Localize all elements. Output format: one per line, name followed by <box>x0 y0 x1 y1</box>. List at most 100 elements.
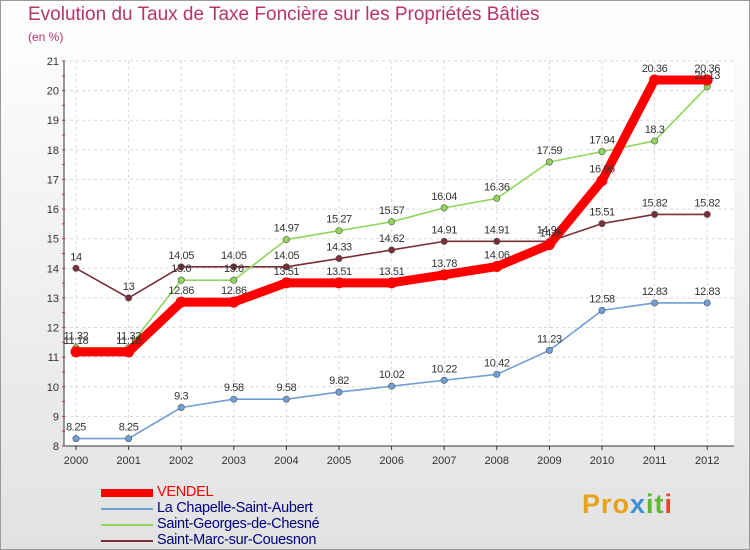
data-label: 15.57 <box>379 205 405 217</box>
data-label: 12.86 <box>221 285 247 297</box>
legend-swatch <box>101 540 153 542</box>
legend-label: VENDEL <box>157 484 214 500</box>
legend-label: La Chapelle-Saint-Aubert <box>157 500 313 516</box>
y-tick-label: 12 <box>47 323 59 335</box>
data-label: 15.82 <box>694 197 720 209</box>
data-label: 14.91 <box>431 224 457 236</box>
data-point <box>125 435 133 443</box>
data-point <box>596 175 608 187</box>
data-label: 14.8 <box>539 228 559 240</box>
chart-title: Evolution du Taux de Taxe Foncière sur l… <box>28 4 540 25</box>
plot-area <box>64 61 734 446</box>
data-label: 20.36 <box>642 63 668 75</box>
data-point <box>440 237 448 245</box>
data-point <box>440 376 448 384</box>
data-label: 12.83 <box>694 286 720 298</box>
data-point <box>491 261 503 273</box>
data-point <box>703 210 711 218</box>
logo-part: Pro <box>582 489 631 519</box>
data-label: 9.3 <box>174 391 188 403</box>
x-tick-label: 2007 <box>432 455 456 467</box>
data-label: 14.62 <box>379 233 405 245</box>
data-point <box>335 227 343 235</box>
x-tick-label: 2008 <box>485 455 509 467</box>
data-label: 16.04 <box>431 191 457 203</box>
data-point <box>649 74 661 86</box>
data-point <box>386 277 398 289</box>
data-label: 13.78 <box>431 258 457 270</box>
data-label: 9.58 <box>276 382 296 394</box>
proxiti-logo: Proxiti <box>582 489 673 520</box>
x-tick-label: 2010 <box>590 455 614 467</box>
data-label: 15.27 <box>326 214 352 226</box>
data-label: 14.05 <box>168 250 194 262</box>
data-point <box>177 403 185 411</box>
y-tick-label: 20 <box>47 86 59 98</box>
data-point <box>598 220 606 228</box>
data-label: 13.51 <box>326 266 352 278</box>
data-point <box>228 296 240 308</box>
x-tick-label: 2009 <box>537 455 561 467</box>
data-point <box>72 264 80 272</box>
x-tick-label: 2005 <box>327 455 351 467</box>
data-point <box>493 237 501 245</box>
legend-swatch <box>101 524 153 526</box>
data-label: 14.91 <box>484 224 510 236</box>
data-label: 8.25 <box>66 422 86 434</box>
data-label: 15.82 <box>642 197 668 209</box>
x-tick-label: 2003 <box>222 455 246 467</box>
data-label: 18.3 <box>645 124 665 136</box>
data-point <box>438 269 450 281</box>
data-label: 15.51 <box>589 207 615 219</box>
data-label: 14.97 <box>274 223 300 235</box>
data-label: 9.82 <box>329 375 349 387</box>
legend-swatch <box>101 489 153 497</box>
data-point <box>282 395 290 403</box>
data-label: 13.6 <box>171 263 191 275</box>
data-label: 8.25 <box>119 422 139 434</box>
data-point <box>333 277 345 289</box>
x-tick-label: 2004 <box>274 455 298 467</box>
data-point <box>70 346 82 358</box>
data-point <box>493 194 501 202</box>
data-label: 14.05 <box>274 250 300 262</box>
data-label: 9.58 <box>224 382 244 394</box>
data-label: 20.13 <box>694 70 720 82</box>
data-point <box>651 137 659 145</box>
data-label: 20.36 <box>694 63 720 75</box>
y-tick-label: 9 <box>53 411 59 423</box>
data-point <box>177 276 185 284</box>
y-tick-label: 19 <box>47 115 59 127</box>
data-point <box>72 435 80 443</box>
data-point <box>123 346 135 358</box>
data-point <box>545 158 553 166</box>
legend-label: Saint-Marc-sur-Couesnon <box>157 532 317 548</box>
data-point <box>230 263 238 271</box>
data-point <box>282 236 290 244</box>
y-tick-label: 21 <box>47 56 59 68</box>
data-point <box>598 306 606 314</box>
data-point <box>388 382 396 390</box>
data-point <box>388 246 396 254</box>
logo-part: i <box>664 489 674 519</box>
data-point <box>493 370 501 378</box>
data-point <box>175 296 187 308</box>
data-label: 11.23 <box>537 333 562 345</box>
data-label: 13.6 <box>224 263 244 275</box>
data-label: 12.83 <box>642 286 668 298</box>
data-label: 11.18 <box>116 335 141 347</box>
data-label: 10.42 <box>484 357 510 369</box>
data-label: 11.32 <box>116 331 141 343</box>
data-label: 12.58 <box>589 293 615 305</box>
data-point <box>230 395 238 403</box>
data-point <box>282 263 290 271</box>
x-tick-label: 2000 <box>64 455 88 467</box>
data-point <box>703 299 711 307</box>
data-label: 14.05 <box>221 250 247 262</box>
y-tick-label: 17 <box>47 174 59 186</box>
data-label: 10.02 <box>379 369 405 381</box>
x-tick-label: 2012 <box>695 455 719 467</box>
data-label: 17.59 <box>537 145 563 157</box>
x-tick-label: 2002 <box>169 455 193 467</box>
